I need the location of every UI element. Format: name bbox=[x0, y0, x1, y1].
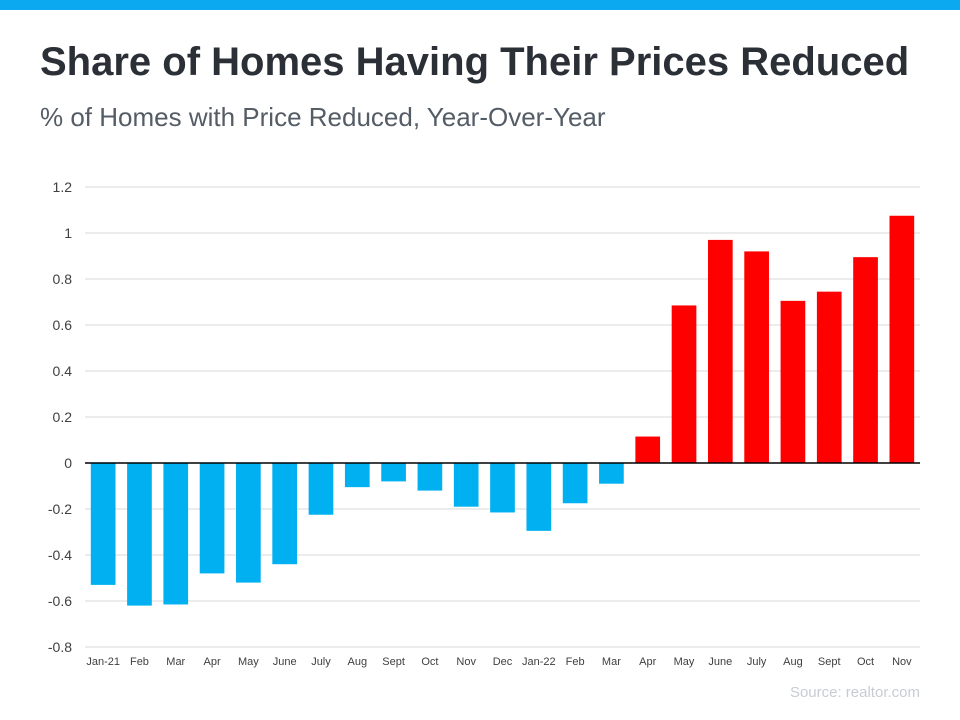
y-tick-label: 0.8 bbox=[53, 271, 73, 287]
x-tick-label: Mar bbox=[166, 656, 185, 668]
y-tick-label: 0.6 bbox=[53, 317, 73, 333]
y-tick-label: -0.2 bbox=[48, 501, 72, 517]
x-tick-label: Jan-22 bbox=[522, 656, 556, 668]
chart-title: Share of Homes Having Their Prices Reduc… bbox=[40, 40, 910, 84]
bar bbox=[417, 463, 443, 491]
top-accent-bar bbox=[0, 0, 960, 10]
bar bbox=[272, 463, 298, 565]
x-tick-label: July bbox=[747, 656, 767, 668]
x-tick-label: Nov bbox=[892, 656, 912, 668]
bar bbox=[526, 463, 552, 531]
y-tick-label: -0.8 bbox=[48, 639, 72, 655]
y-tick-label: 1 bbox=[64, 225, 72, 241]
x-tick-label: May bbox=[674, 656, 695, 668]
x-tick-label: Feb bbox=[566, 656, 585, 668]
y-tick-label: -0.6 bbox=[48, 593, 72, 609]
x-tick-label: Nov bbox=[456, 656, 476, 668]
bar bbox=[381, 463, 406, 482]
x-tick-label: Sept bbox=[818, 656, 841, 668]
x-tick-label: Aug bbox=[347, 656, 367, 668]
bar bbox=[635, 436, 661, 463]
bar bbox=[599, 463, 624, 484]
bar bbox=[90, 463, 116, 585]
bar bbox=[816, 291, 842, 463]
x-tick-label: June bbox=[708, 656, 732, 668]
y-tick-label: -0.4 bbox=[48, 547, 72, 563]
bar bbox=[127, 463, 152, 606]
x-tick-label: June bbox=[273, 656, 297, 668]
bar bbox=[490, 463, 515, 513]
bar bbox=[707, 239, 733, 463]
x-tick-label: July bbox=[311, 656, 331, 668]
bar bbox=[236, 463, 261, 583]
x-tick-label: Jan-21 bbox=[86, 656, 120, 668]
y-tick-label: 0 bbox=[64, 455, 72, 471]
x-tick-label: Aug bbox=[783, 656, 803, 668]
x-tick-label: Dec bbox=[493, 656, 513, 668]
source-note: Source: realtor.com bbox=[789, 684, 920, 701]
x-tick-label: Sept bbox=[382, 656, 405, 668]
x-tick-label: Apr bbox=[204, 656, 221, 668]
bar bbox=[853, 257, 878, 463]
bar bbox=[744, 251, 769, 463]
bar bbox=[308, 463, 334, 515]
y-tick-label: 0.2 bbox=[53, 409, 73, 425]
bar bbox=[163, 463, 189, 605]
x-tick-label: Apr bbox=[639, 656, 656, 668]
bar bbox=[344, 463, 370, 488]
x-tick-label: Mar bbox=[602, 656, 621, 668]
y-tick-label: 1.2 bbox=[53, 179, 73, 195]
bar bbox=[453, 463, 479, 507]
bar bbox=[889, 215, 915, 463]
bar bbox=[780, 300, 806, 463]
bar bbox=[562, 463, 588, 504]
bar bbox=[671, 305, 697, 463]
bar bbox=[199, 463, 225, 574]
x-tick-label: Oct bbox=[421, 656, 438, 668]
x-tick-label: May bbox=[238, 656, 259, 668]
chart-subtitle: % of Homes with Price Reduced, Year-Over… bbox=[40, 102, 606, 132]
x-tick-label: Oct bbox=[857, 656, 874, 668]
y-tick-label: 0.4 bbox=[53, 363, 73, 379]
x-tick-label: Feb bbox=[130, 656, 149, 668]
